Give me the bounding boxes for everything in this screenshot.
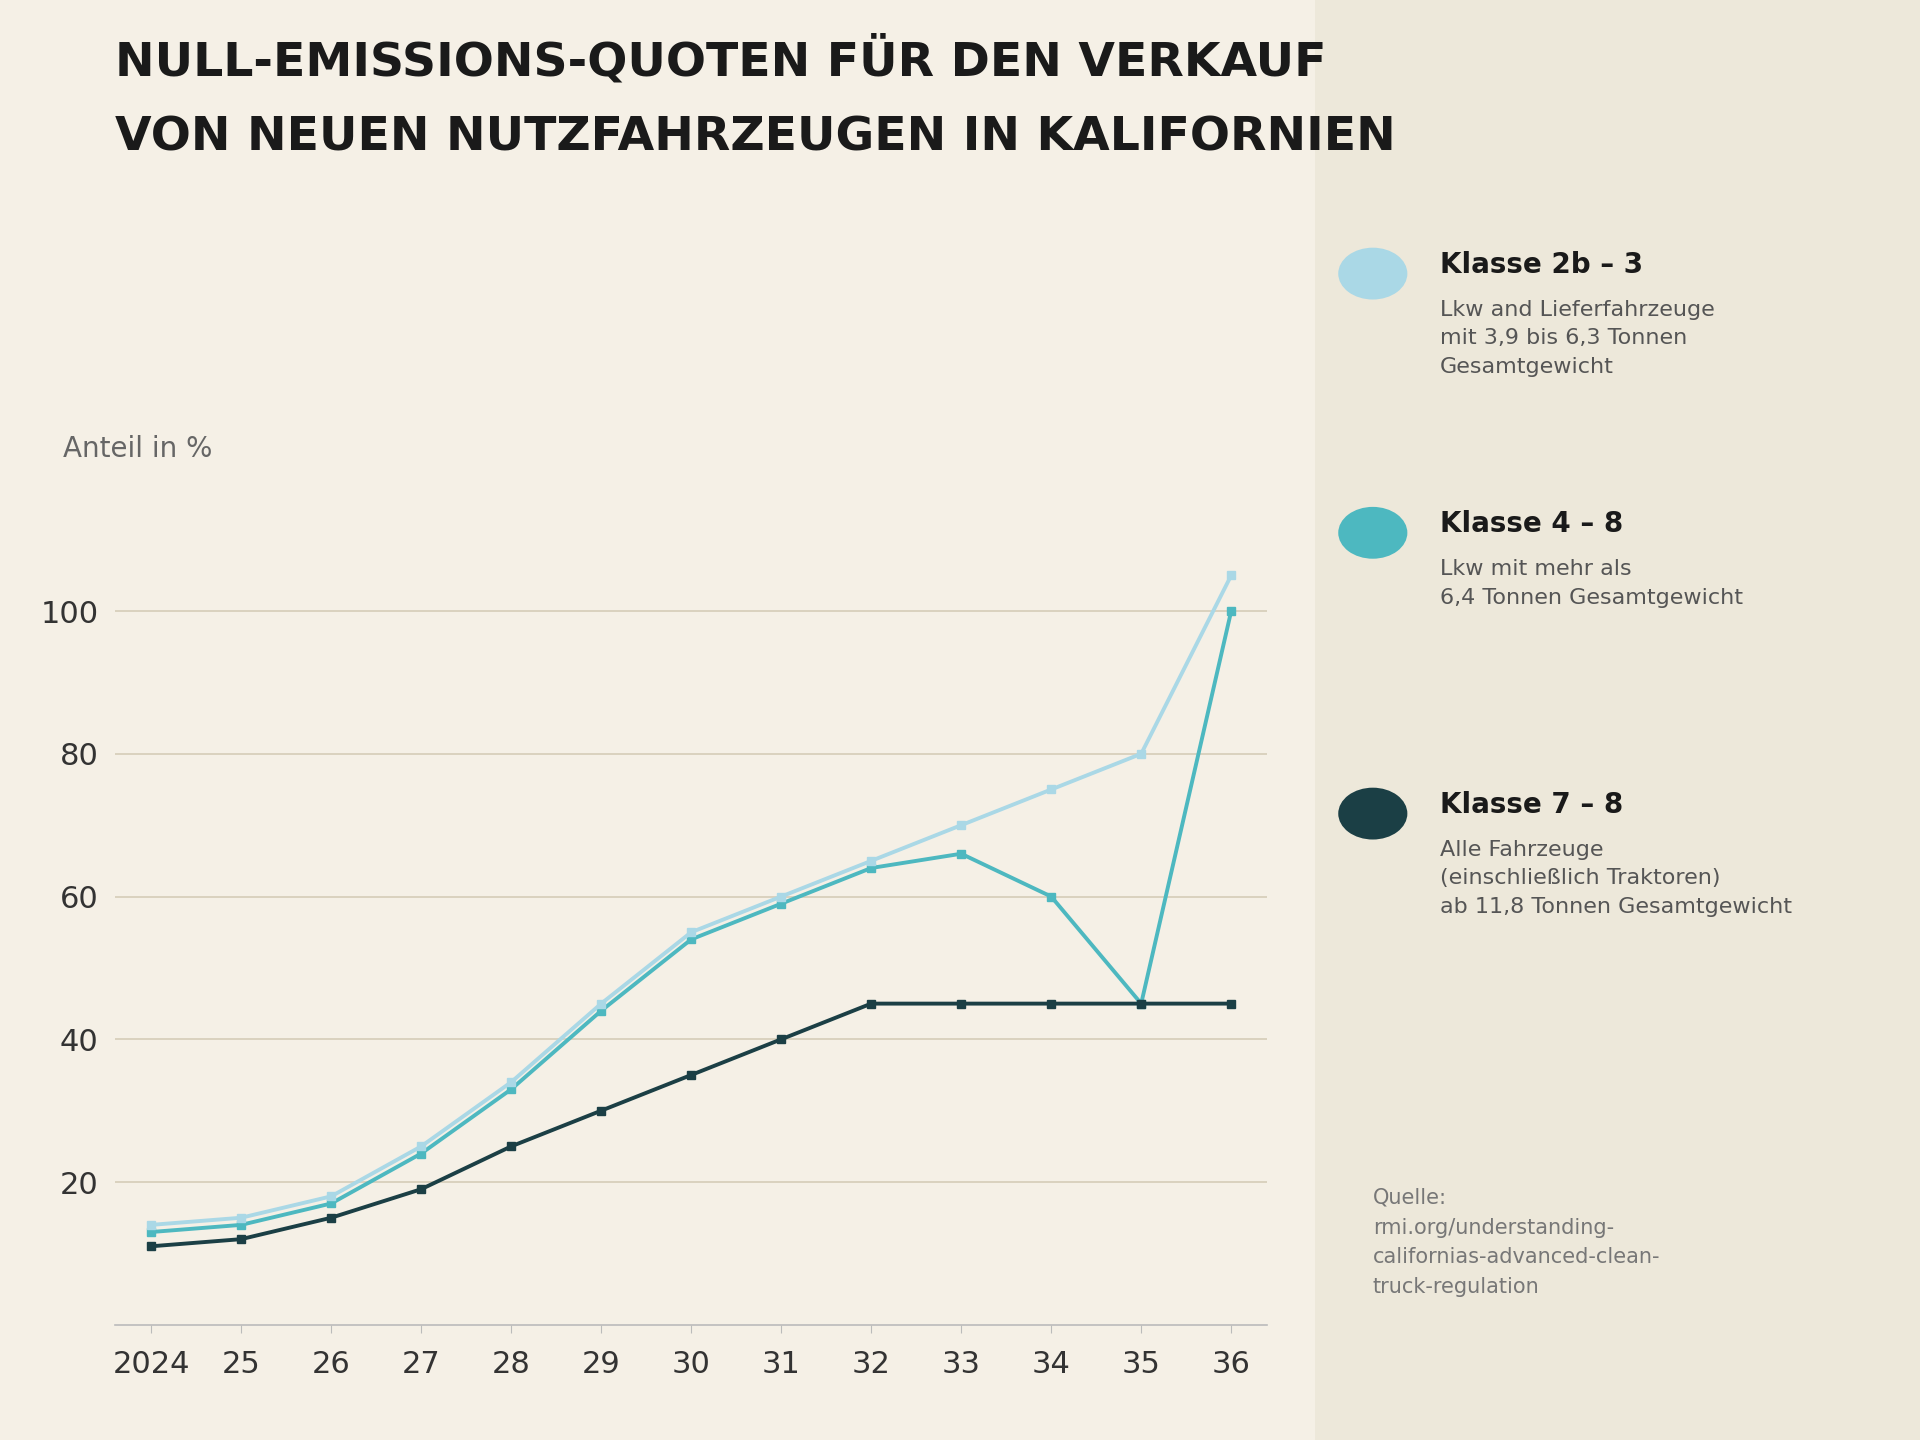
Text: NULL-EMISSIONS-QUOTEN FÜR DEN VERKAUF: NULL-EMISSIONS-QUOTEN FÜR DEN VERKAUF: [115, 36, 1327, 85]
Text: Klasse 4 – 8: Klasse 4 – 8: [1440, 510, 1622, 539]
Text: VON NEUEN NUTZFAHRZEUGEN IN KALIFORNIEN: VON NEUEN NUTZFAHRZEUGEN IN KALIFORNIEN: [115, 115, 1396, 160]
Text: Lkw mit mehr als
6,4 Tonnen Gesamtgewicht: Lkw mit mehr als 6,4 Tonnen Gesamtgewich…: [1440, 559, 1743, 608]
Text: Quelle:
rmi.org/understanding-
californias-advanced-clean-
truck-regulation: Quelle: rmi.org/understanding- californi…: [1373, 1188, 1661, 1297]
Text: Anteil in %: Anteil in %: [63, 435, 213, 464]
Text: Klasse 2b – 3: Klasse 2b – 3: [1440, 251, 1644, 279]
Text: Lkw and Lieferfahrzeuge
mit 3,9 bis 6,3 Tonnen
Gesamtgewicht: Lkw and Lieferfahrzeuge mit 3,9 bis 6,3 …: [1440, 300, 1715, 377]
Text: Klasse 7 – 8: Klasse 7 – 8: [1440, 791, 1622, 819]
Text: Alle Fahrzeuge
(einschließlich Traktoren)
ab 11,8 Tonnen Gesamtgewicht: Alle Fahrzeuge (einschließlich Traktoren…: [1440, 840, 1791, 917]
